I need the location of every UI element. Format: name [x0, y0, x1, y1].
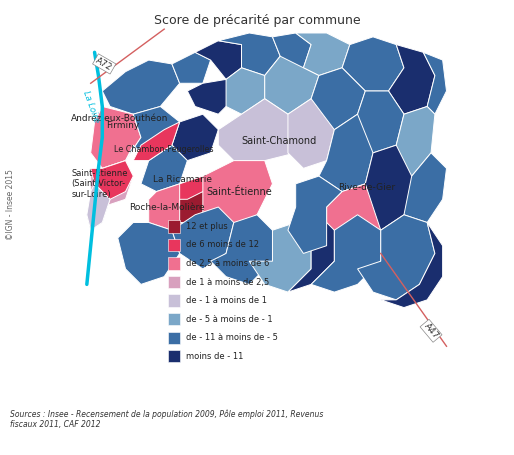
Text: Sources : Insee - Recensement de la population 2009, Pôle emploi 2011, Revenus
f: Sources : Insee - Recensement de la popu…	[10, 410, 324, 430]
Polygon shape	[87, 199, 110, 230]
Polygon shape	[87, 184, 110, 230]
Text: moins de - 11: moins de - 11	[186, 352, 244, 361]
Text: de 6 moins de 12: de 6 moins de 12	[186, 240, 259, 249]
Polygon shape	[311, 68, 365, 130]
Text: de 1 à moins de 2,5: de 1 à moins de 2,5	[186, 278, 269, 287]
Bar	[168, 332, 180, 344]
Polygon shape	[188, 79, 234, 114]
Text: ©IGN - Insee 2015: ©IGN - Insee 2015	[6, 169, 15, 240]
Text: Andrézieux-Bouthéon: Andrézieux-Bouthéon	[71, 114, 169, 122]
Text: de 2,5 à moins de 6: de 2,5 à moins de 6	[186, 259, 270, 268]
Polygon shape	[211, 215, 272, 284]
Polygon shape	[358, 145, 412, 230]
Polygon shape	[203, 161, 272, 230]
Text: de - 5 à moins de - 1: de - 5 à moins de - 1	[186, 315, 273, 324]
Bar	[168, 239, 180, 251]
Polygon shape	[125, 106, 180, 161]
Text: Saint-Chamond: Saint-Chamond	[242, 136, 317, 146]
Text: de - 11 à moins de - 5: de - 11 à moins de - 5	[186, 333, 278, 342]
Polygon shape	[265, 56, 319, 114]
Polygon shape	[180, 192, 211, 222]
Polygon shape	[218, 99, 303, 161]
Polygon shape	[358, 215, 435, 300]
Polygon shape	[90, 161, 133, 199]
Polygon shape	[350, 91, 404, 153]
Polygon shape	[381, 222, 443, 308]
Polygon shape	[195, 41, 242, 79]
Text: Saint-Étienne
(Saint-Victor-
sur-Loire): Saint-Étienne (Saint-Victor- sur-Loire)	[71, 169, 128, 199]
Text: Le Chambon-Feugerolles: Le Chambon-Feugerolles	[114, 145, 213, 153]
Polygon shape	[288, 176, 342, 253]
Text: Rive-de-Gier: Rive-de-Gier	[338, 183, 395, 192]
Polygon shape	[133, 122, 180, 161]
Text: Roche-la-Molière: Roche-la-Molière	[130, 202, 205, 212]
Polygon shape	[272, 33, 311, 79]
Text: 12 et plus: 12 et plus	[186, 222, 228, 231]
Polygon shape	[149, 184, 195, 230]
Polygon shape	[180, 176, 218, 222]
Text: A47: A47	[422, 321, 440, 340]
Polygon shape	[311, 215, 381, 292]
Polygon shape	[396, 153, 447, 222]
Polygon shape	[319, 114, 373, 192]
Polygon shape	[296, 33, 350, 76]
Polygon shape	[102, 60, 180, 114]
Bar	[168, 220, 180, 233]
Bar	[168, 258, 180, 270]
Polygon shape	[118, 222, 180, 284]
Polygon shape	[342, 37, 404, 91]
Polygon shape	[226, 68, 265, 114]
Polygon shape	[90, 106, 141, 168]
Text: La Loire: La Loire	[81, 89, 101, 124]
Polygon shape	[389, 106, 435, 176]
Text: A72: A72	[95, 56, 114, 72]
Polygon shape	[249, 222, 311, 292]
Polygon shape	[218, 33, 280, 76]
Text: de - 1 à moins de 1: de - 1 à moins de 1	[186, 296, 267, 305]
Polygon shape	[288, 215, 334, 292]
Text: La Ricamarie: La Ricamarie	[153, 176, 212, 184]
Polygon shape	[389, 45, 435, 114]
Bar	[168, 313, 180, 325]
Text: Saint-Étienne: Saint-Étienne	[207, 187, 272, 197]
Bar	[168, 350, 180, 363]
Polygon shape	[172, 114, 218, 161]
Text: Firminy: Firminy	[106, 121, 139, 130]
Bar	[168, 276, 180, 288]
Polygon shape	[90, 161, 133, 207]
Polygon shape	[326, 184, 381, 261]
Text: Score de précarité par commune: Score de précarité par commune	[154, 14, 360, 27]
Polygon shape	[172, 52, 211, 83]
Polygon shape	[141, 145, 188, 192]
Polygon shape	[172, 207, 234, 269]
Bar	[168, 294, 180, 307]
Polygon shape	[288, 99, 334, 168]
Polygon shape	[424, 52, 447, 114]
